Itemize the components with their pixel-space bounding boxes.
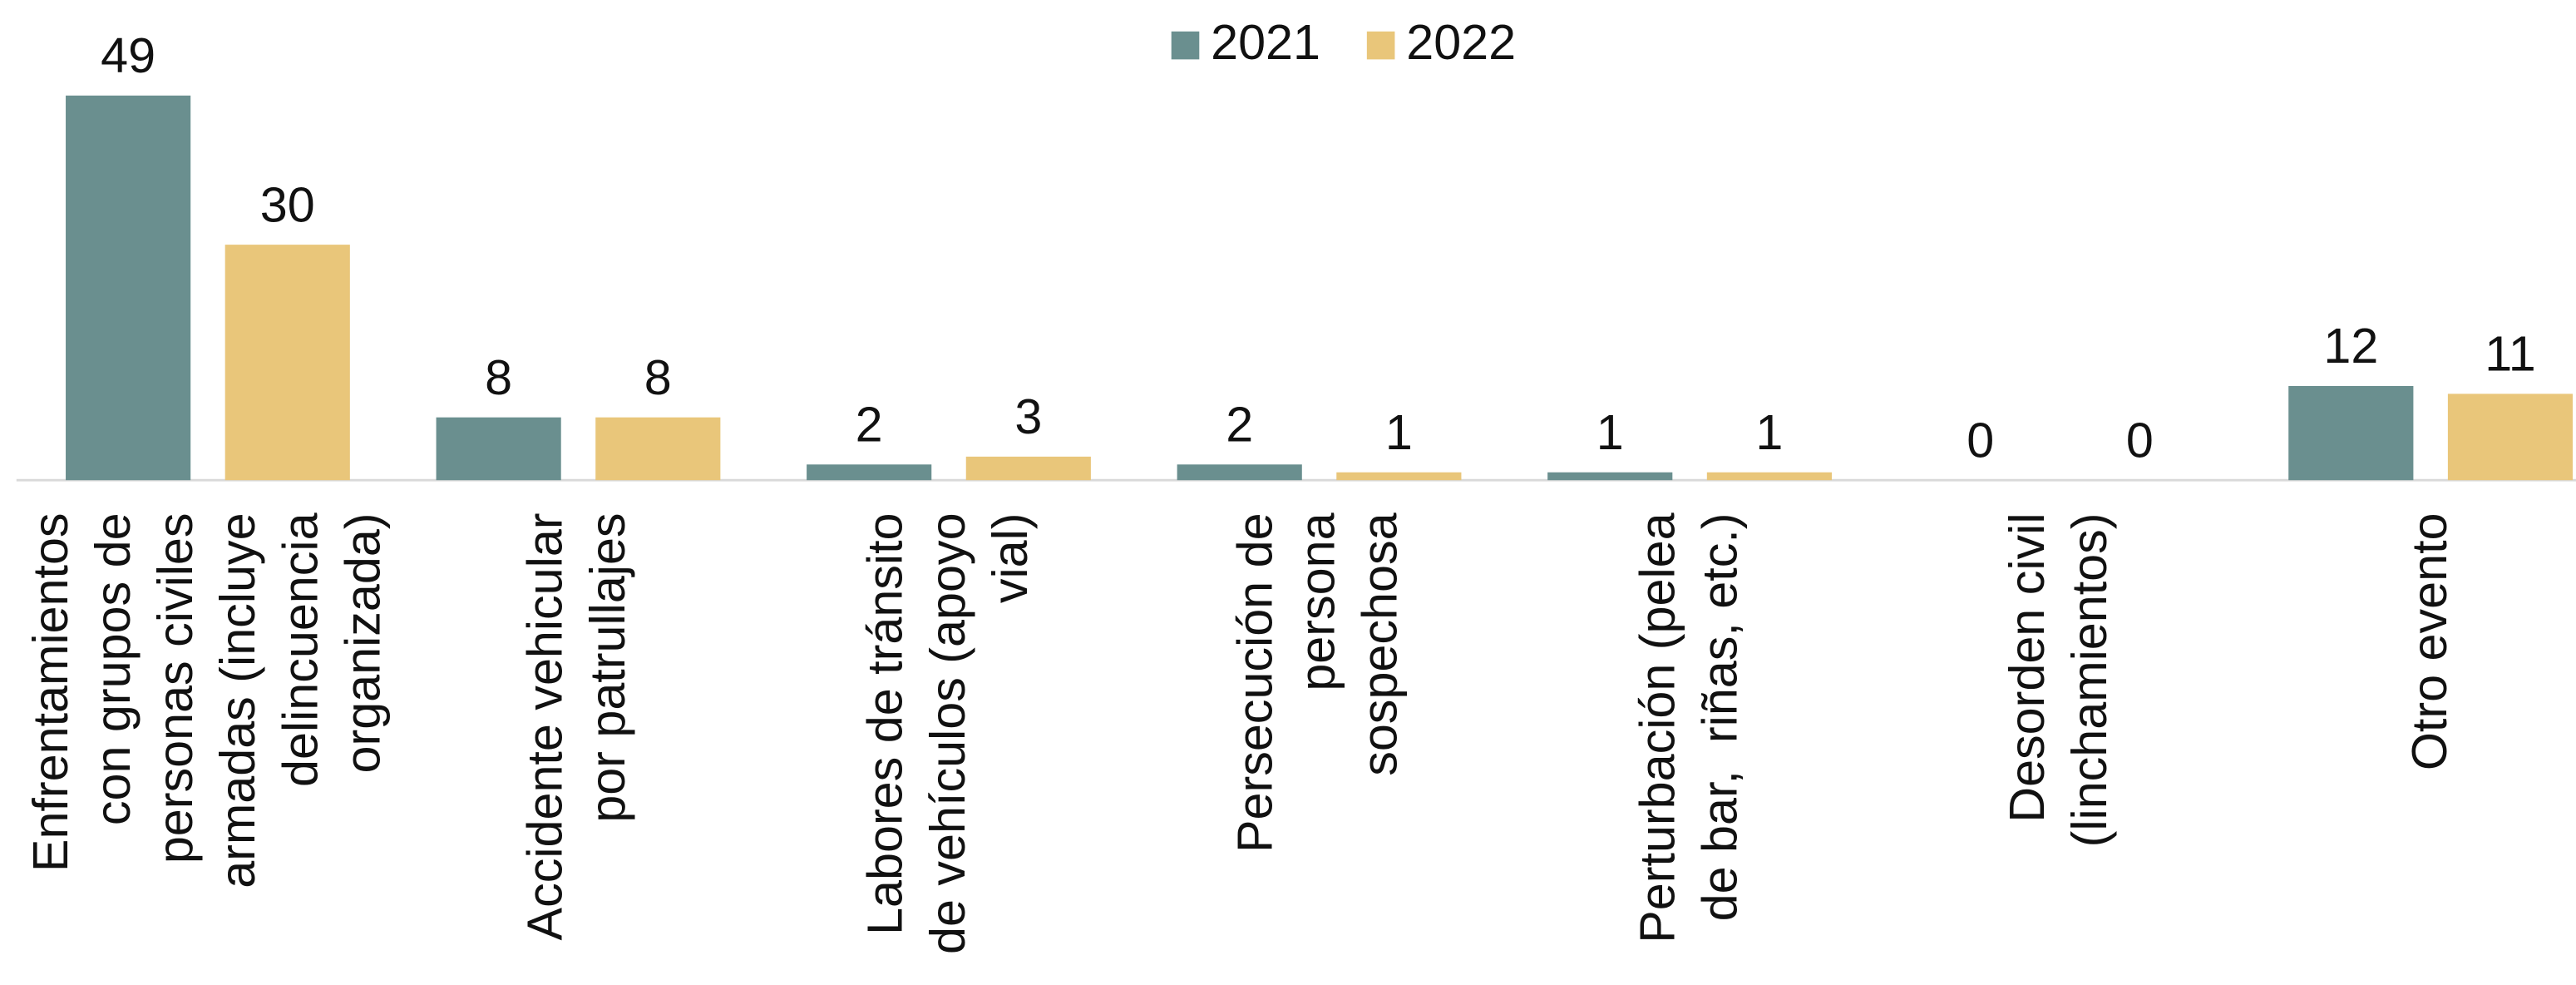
value-label: 12 (2323, 318, 2378, 374)
category-label: Enfrentamientos con grupos de personas c… (23, 512, 391, 888)
value-label: 2 (1226, 397, 1253, 453)
category-label: Desorden civil (linchamientos) (2001, 512, 2118, 848)
legend-swatch (1366, 31, 1395, 60)
value-label: 3 (1014, 389, 1042, 444)
value-label: 30 (260, 176, 315, 232)
value-label: 1 (1755, 404, 1783, 460)
value-label: 49 (101, 27, 155, 83)
category-label: Perturbación (pelea de bar, riñas, etc.) (1630, 512, 1748, 943)
bar (436, 417, 561, 481)
category-label: Otro evento (2402, 512, 2457, 771)
value-label: 8 (485, 349, 512, 405)
value-label: 1 (1596, 404, 1624, 460)
bar (1706, 472, 1832, 481)
value-label: 11 (2485, 326, 2536, 382)
bar (1547, 472, 1673, 481)
bar (1177, 464, 1302, 481)
bar (2447, 394, 2574, 481)
bar (807, 464, 932, 481)
bar (965, 456, 1091, 481)
legend-label: 2022 (1406, 14, 1516, 70)
legend-swatch (1171, 31, 1200, 60)
value-label: 2 (856, 397, 883, 453)
legend-label: 2021 (1211, 14, 1320, 70)
value-label: 8 (644, 349, 672, 405)
bar (66, 95, 191, 481)
category-label: Persecución de persona sospechosa (1228, 512, 1409, 854)
value-label: 0 (1967, 412, 1994, 468)
bar (595, 417, 721, 481)
category-label: Accidente vehicular por patrullajes (519, 512, 636, 941)
value-label: 0 (2126, 412, 2154, 468)
value-label: 1 (1385, 404, 1413, 460)
bar (1336, 472, 1462, 481)
category-label: Labores de tránsito de vehículos (apoyo … (858, 512, 1038, 954)
bar (225, 245, 350, 481)
bar (2288, 385, 2414, 481)
